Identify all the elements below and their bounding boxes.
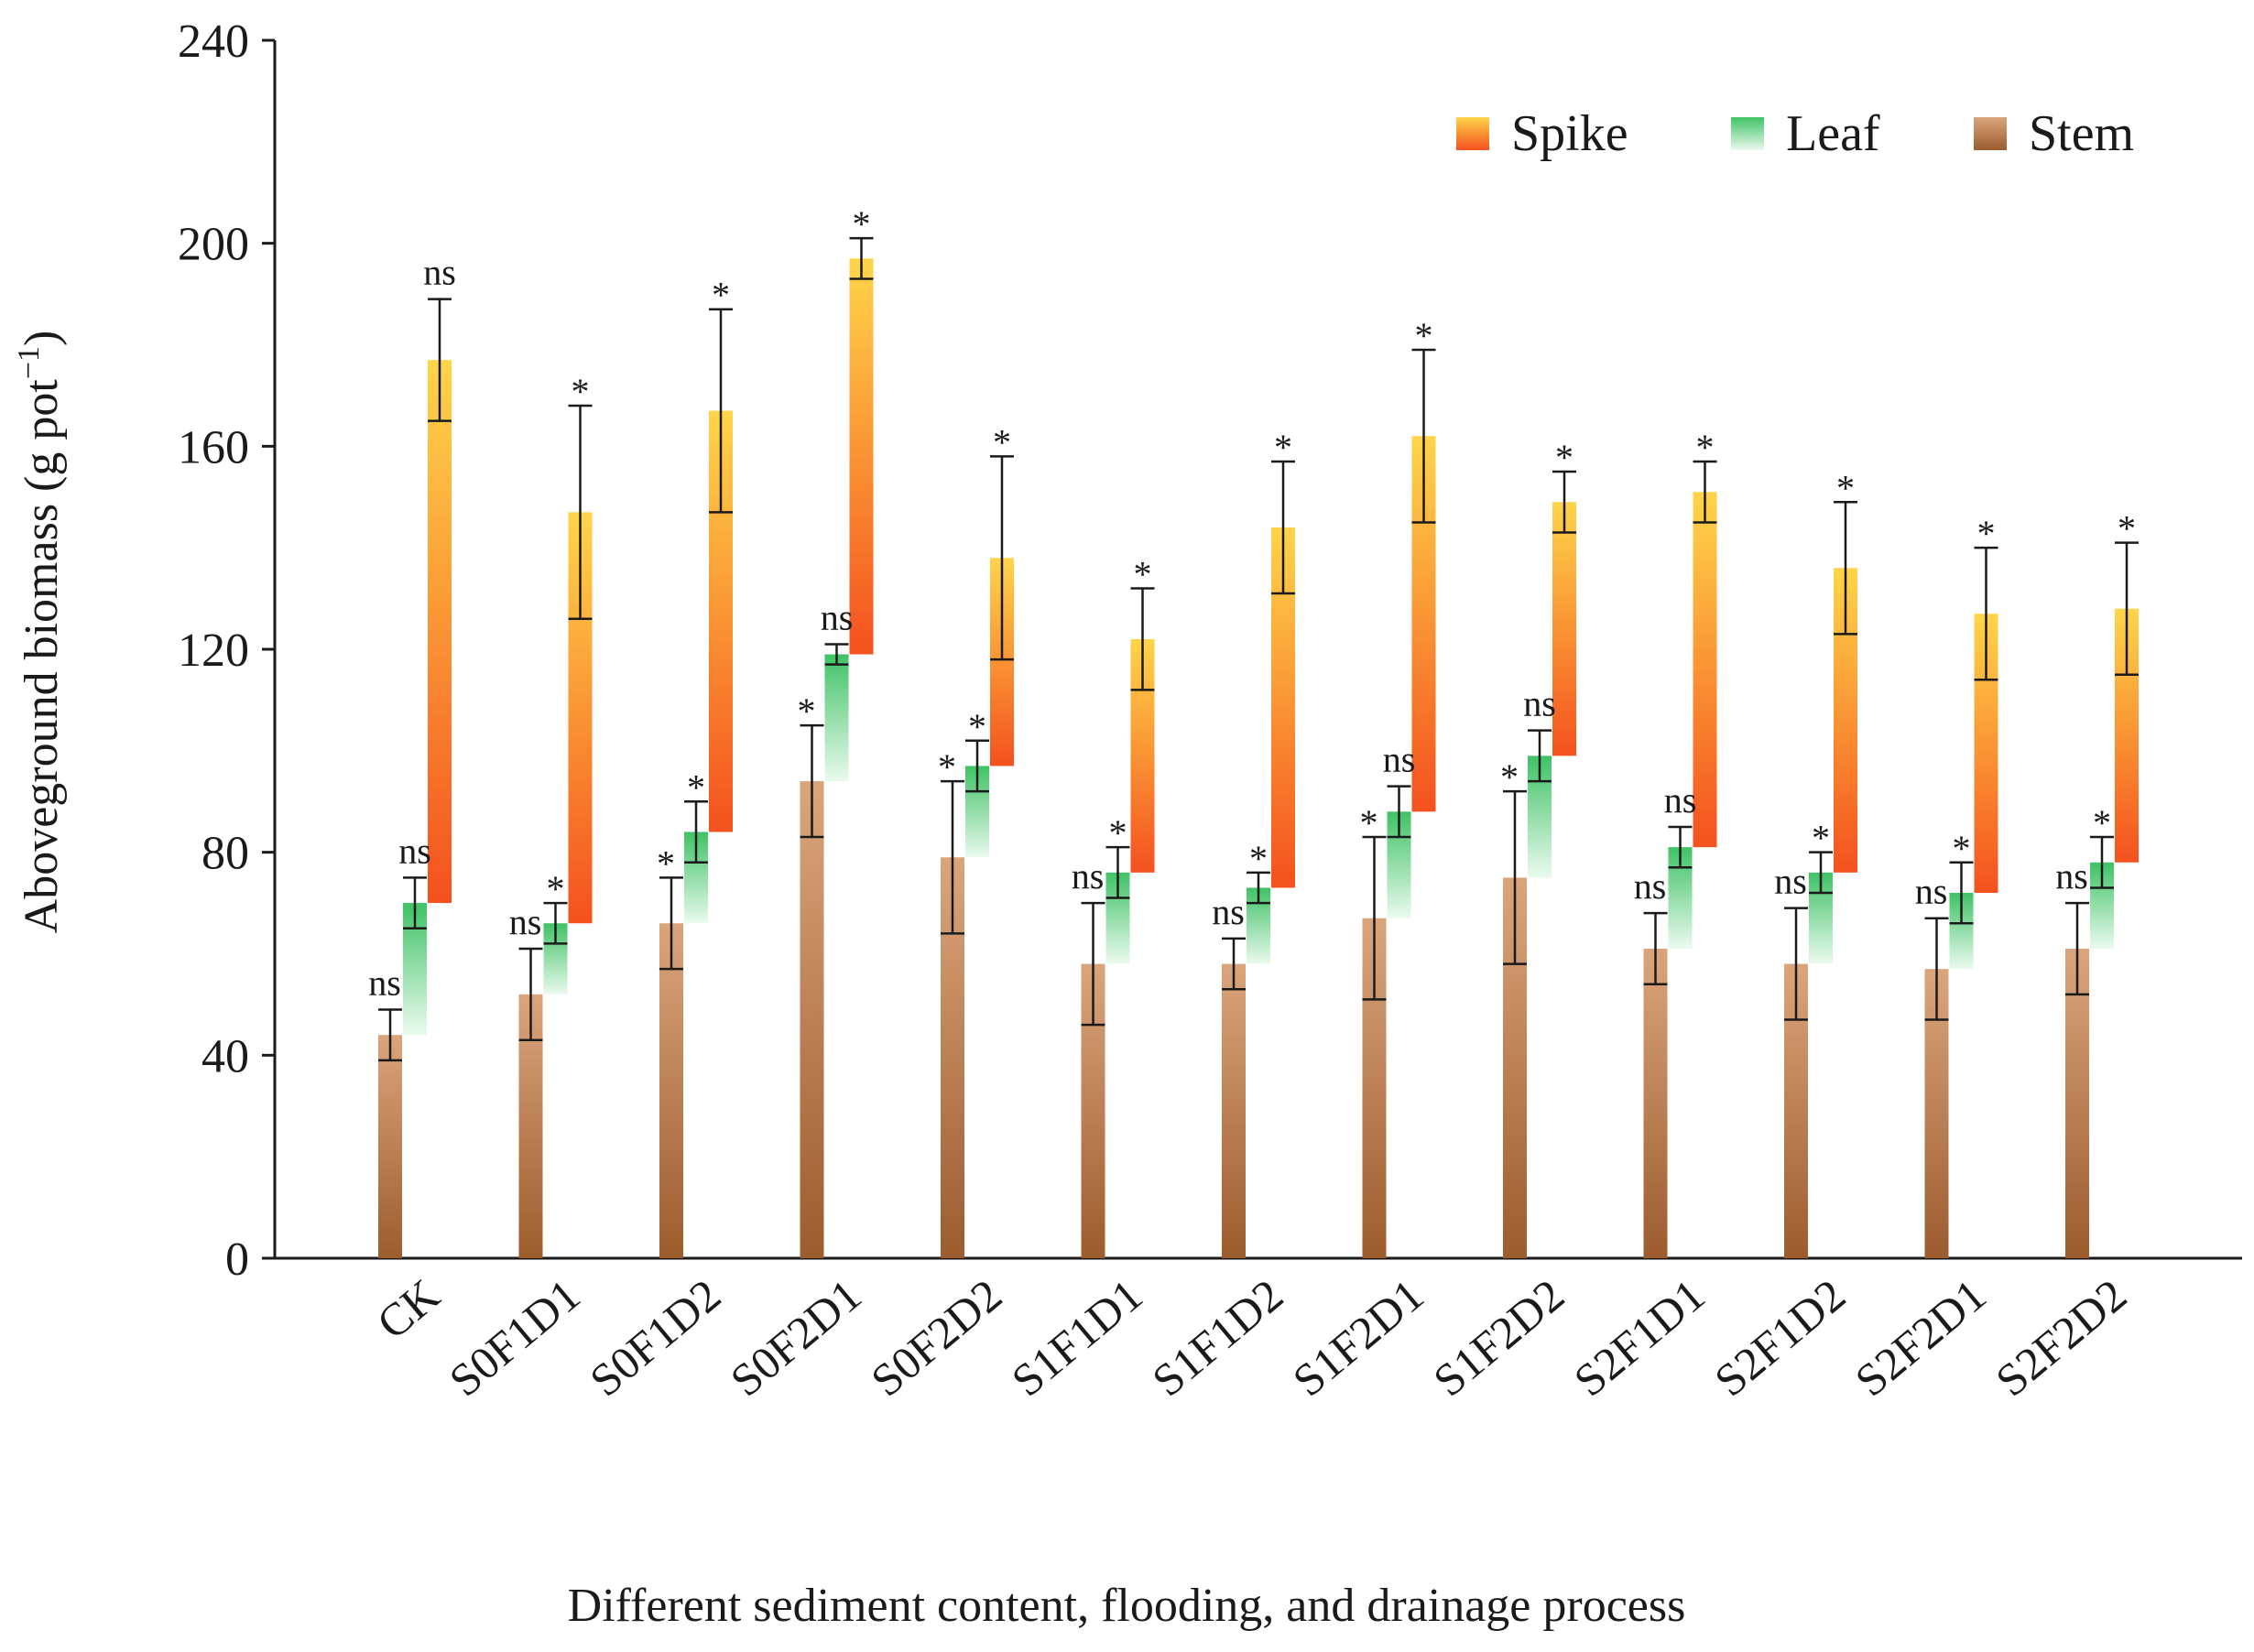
bar-stem xyxy=(1222,963,1246,1258)
y-tick-label: 80 xyxy=(201,828,249,880)
error-bars xyxy=(378,236,2139,1062)
x-axis-title: Different sediment content, flooding, an… xyxy=(568,1580,1686,1632)
significance-stem: ns xyxy=(2055,855,2088,897)
significance-leaf: ns xyxy=(1523,683,1556,724)
category-label: S1F2D1 xyxy=(1283,1269,1433,1407)
significance-leaf: * xyxy=(1109,812,1127,853)
significance-stem: ns xyxy=(1774,861,1807,902)
category-label: S0F1D1 xyxy=(440,1269,590,1407)
bar-spike xyxy=(1693,492,1717,848)
category-label: S2F2D2 xyxy=(1986,1269,2136,1407)
bar-spike xyxy=(428,360,452,904)
significance-stem: * xyxy=(798,690,816,732)
bars xyxy=(378,258,2139,1258)
significance-leaf: * xyxy=(2093,802,2111,843)
bar-stem xyxy=(2065,948,2089,1258)
category-label: S2F2D1 xyxy=(1846,1269,1996,1407)
category-label: S1F1D2 xyxy=(1142,1269,1292,1407)
category-label: S1F2D2 xyxy=(1423,1269,1573,1407)
significance-leaf: * xyxy=(687,766,705,808)
bar-stem xyxy=(659,923,683,1258)
significance-stem: * xyxy=(657,842,675,884)
significance-stem: ns xyxy=(509,901,542,942)
significance-stem: * xyxy=(938,746,956,788)
significance-spike: * xyxy=(2118,508,2136,549)
significance-spike: * xyxy=(993,421,1011,462)
significance-leaf: ns xyxy=(1383,739,1416,780)
significance-spike: * xyxy=(1134,554,1152,595)
significance-spike: * xyxy=(1274,427,1292,468)
y-tick-label: 40 xyxy=(201,1030,249,1082)
significance-stem: ns xyxy=(1634,865,1667,907)
category-label: CK xyxy=(367,1269,449,1350)
significance-leaf: ns xyxy=(821,596,854,637)
bar-stem xyxy=(1643,948,1668,1258)
category-label: S0F1D2 xyxy=(580,1269,730,1407)
significance-spike: * xyxy=(1696,427,1715,468)
bar-stem xyxy=(800,781,824,1258)
y-tick-label: 160 xyxy=(178,421,249,473)
significance-spike: * xyxy=(712,275,730,316)
significance-spike: ns xyxy=(423,252,456,293)
significance-spike: * xyxy=(853,203,871,245)
legend: Spike Leaf Stem xyxy=(1456,105,2134,162)
significance-leaf: * xyxy=(1249,838,1268,879)
bar-spike xyxy=(849,258,874,655)
legend-swatch-stem xyxy=(1974,117,2007,150)
category-label: S2F1D1 xyxy=(1564,1269,1715,1407)
significance-spike: * xyxy=(1836,467,1855,508)
category-label: S2F1D2 xyxy=(1704,1269,1855,1407)
category-label: S0F2D2 xyxy=(861,1269,1011,1407)
category-label: S1F1D1 xyxy=(1002,1269,1152,1407)
significance-stem: ns xyxy=(1072,855,1105,897)
significance-leaf: ns xyxy=(398,830,431,871)
y-tick-label: 200 xyxy=(178,219,249,271)
significance-spike: * xyxy=(1977,513,1996,554)
y-axis-title-main: Aboveground biomass (g pot xyxy=(16,379,68,934)
y-axis-title-sup: −1 xyxy=(12,346,46,379)
category-labels: CKS0F1D1S0F1D2S0F2D1S0F2D2S1F1D1S1F1D2S1… xyxy=(367,1269,2136,1407)
bar-stem xyxy=(378,1035,402,1258)
legend-label-stem: Stem xyxy=(2029,105,2134,162)
legend-label-spike: Spike xyxy=(1511,105,1628,162)
significance-leaf: * xyxy=(1953,828,1971,869)
significance-spike: * xyxy=(572,371,590,412)
legend-swatch-leaf xyxy=(1731,117,1764,150)
significance-stem: ns xyxy=(1212,891,1245,932)
y-tick-label: 240 xyxy=(178,16,249,68)
significance-stem: * xyxy=(1500,756,1519,798)
significance-leaf: * xyxy=(547,868,565,909)
significance-leaf: ns xyxy=(1664,779,1697,821)
y-tick-label: 120 xyxy=(178,625,249,677)
bar-spike xyxy=(1552,502,1576,756)
legend-swatch-spike xyxy=(1456,117,1489,150)
significance-spike: * xyxy=(1555,437,1573,478)
y-axis-title-close: ) xyxy=(16,331,68,346)
significance-leaf: * xyxy=(968,706,986,747)
category-label: S0F2D1 xyxy=(721,1269,871,1407)
y-ticks: 0 40 80 120 160 200 240 xyxy=(178,16,275,1286)
significance-labels: nsnsnsns******ns****ns**ns***ns**ns*nsns… xyxy=(368,203,2136,1003)
significance-stem: ns xyxy=(368,962,401,1003)
y-tick-label: 0 xyxy=(225,1234,249,1286)
y-axis-title: Aboveground biomass (g pot−1) xyxy=(12,331,68,934)
legend-label-leaf: Leaf xyxy=(1786,105,1880,162)
significance-leaf: * xyxy=(1812,818,1830,859)
bar-leaf xyxy=(824,654,849,782)
significance-stem: ns xyxy=(1915,871,1948,912)
significance-spike: * xyxy=(1415,315,1433,356)
significance-stem: * xyxy=(1360,802,1378,843)
